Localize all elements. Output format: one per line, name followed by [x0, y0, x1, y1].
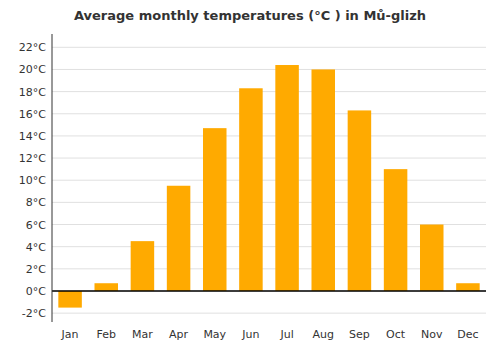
y-tick-label: 20°C [19, 63, 46, 76]
x-tick-label: May [203, 328, 226, 341]
y-tick-label: 16°C [19, 108, 46, 121]
y-axis-line [52, 34, 53, 322]
y-tick-label: 22°C [19, 41, 46, 54]
grid-line [52, 313, 486, 314]
title: Average monthly temperatures (°C ) in Mů… [74, 8, 426, 23]
bar [420, 225, 444, 291]
y-tick-label: 14°C [19, 130, 46, 143]
bar [384, 169, 408, 291]
x-tick-label: Mar [132, 328, 153, 341]
y-tick-label: 2°C [26, 263, 46, 276]
bar [58, 291, 82, 308]
x-tick-label: Jul [279, 328, 293, 341]
grid-line [52, 47, 486, 48]
y-tick-label: 10°C [19, 174, 46, 187]
bars [58, 65, 479, 308]
y-tick-label: 0°C [26, 285, 46, 298]
y-tick-label: 12°C [19, 152, 46, 165]
grid-line [52, 290, 486, 291]
bar [131, 241, 155, 291]
chart-svg: Average monthly temperatures (°C ) in Mů… [0, 0, 500, 350]
grid-line [52, 91, 486, 92]
x-tick-label: Nov [421, 328, 443, 341]
grid-line [52, 69, 486, 70]
bar [311, 69, 335, 291]
y-tick-label: 4°C [26, 241, 46, 254]
bar [348, 110, 372, 291]
y-tick-label: -2°C [22, 307, 46, 320]
y-tick-label: 6°C [26, 219, 46, 232]
grid-line [52, 180, 486, 181]
bar [167, 186, 191, 291]
x-tick-label: Dec [457, 328, 478, 341]
x-axis: Jan Feb Mar Apr May Jun Jul Aug Sep Oct Nov Dec [61, 328, 479, 341]
y-tick-label: 8°C [26, 196, 46, 209]
bar [275, 65, 299, 291]
bar [94, 283, 118, 291]
grid [52, 47, 486, 313]
chart-container: Average monthly temperatures (°C ) in Mů… [0, 0, 500, 350]
grid-line [52, 202, 486, 203]
x-tick-label: Jun [241, 328, 259, 341]
x-tick-label: Feb [97, 328, 116, 341]
y-tick-label: 18°C [19, 86, 46, 99]
x-tick-label: Oct [386, 328, 406, 341]
x-tick-label: Apr [169, 328, 189, 341]
grid-line [52, 113, 486, 114]
bar [239, 88, 263, 291]
grid-line [52, 158, 486, 159]
x-tick-label: Aug [313, 328, 334, 341]
x-tick-label: Jan [61, 328, 79, 341]
zero-line [52, 290, 486, 292]
y-axis: -2°C 0°C 2°C 4°C 6°C 8°C 10°C 12°C 14°C 16°C 18°C 2… [19, 41, 46, 320]
x-tick-label: Sep [349, 328, 370, 341]
bar [456, 283, 480, 291]
bar [203, 128, 227, 291]
grid-line [52, 135, 486, 136]
